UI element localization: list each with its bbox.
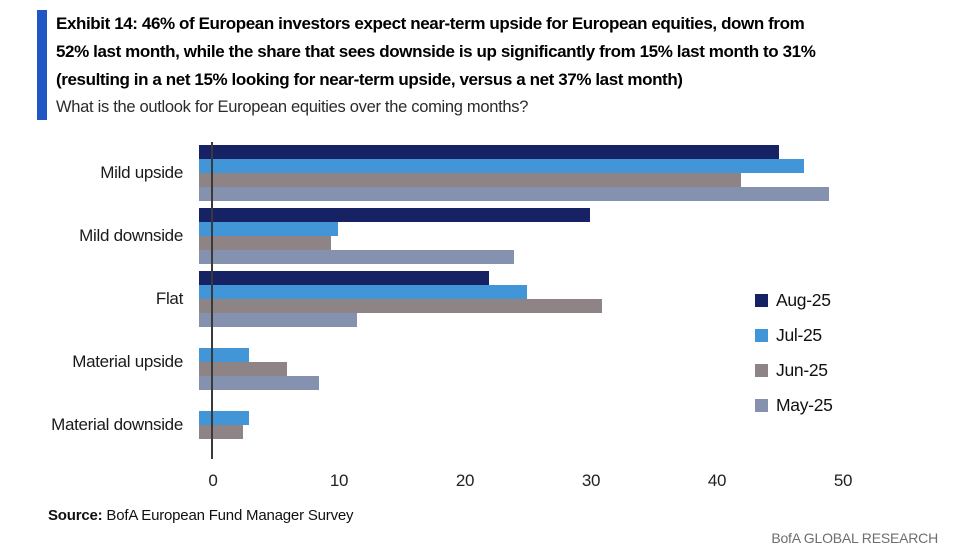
brand-credit: BofA GLOBAL RESEARCH xyxy=(771,530,938,546)
bar-aug-25-mild-downside xyxy=(199,208,590,222)
x-tick-20: 20 xyxy=(455,471,475,490)
bar-jun-25-material-upside xyxy=(199,362,288,376)
legend-label-aug-25: Aug-25 xyxy=(776,290,831,310)
bar-jul-25-mild-upside xyxy=(199,159,804,173)
legend-swatch-aug-25 xyxy=(755,294,768,307)
bar-may-25-mild-downside xyxy=(199,250,514,264)
source-line: Source: BofA European Fund Manager Surve… xyxy=(48,507,354,524)
bar-group-mild-upside xyxy=(199,145,829,201)
category-label-material-upside: Material upside xyxy=(72,352,183,371)
legend-item-may-25: May-25 xyxy=(755,395,833,416)
x-tick-50: 50 xyxy=(833,471,853,490)
legend-item-jun-25: Jun-25 xyxy=(755,360,833,381)
exhibit-title-line-2: 52% last month, while the share that see… xyxy=(56,42,816,61)
exhibit-title-line-1: Exhibit 14: 46% of European investors ex… xyxy=(56,14,805,33)
bar-aug-25-flat xyxy=(199,271,489,285)
x-tick-10: 10 xyxy=(329,471,349,490)
bar-rows: Mild upside Mild downside Flat Material ups… xyxy=(15,145,935,453)
accent-bar xyxy=(37,10,47,120)
category-label-mild-upside: Mild upside xyxy=(100,163,183,182)
legend-swatch-may-25 xyxy=(755,399,768,412)
legend-label-may-25: May-25 xyxy=(776,395,833,415)
category-label-flat: Flat xyxy=(155,289,183,308)
bar-jul-25-material-downside xyxy=(199,411,250,425)
legend-label-jun-25: Jun-25 xyxy=(776,360,828,380)
category-row-flat: Flat xyxy=(15,271,935,327)
bar-jun-25-flat xyxy=(199,299,603,313)
category-label-material-downside: Material downside xyxy=(51,415,183,434)
bar-group-material-downside xyxy=(199,397,829,453)
bar-group-material-upside xyxy=(199,334,829,390)
x-tick-40: 40 xyxy=(707,471,727,490)
chart-legend: Aug-25 Jul-25 Jun-25 May-25 xyxy=(755,290,833,430)
bar-jun-25-mild-upside xyxy=(199,173,741,187)
bar-group-mild-downside xyxy=(199,208,829,264)
bar-may-25-flat xyxy=(199,313,357,327)
bar-aug-25-mild-upside xyxy=(199,145,779,159)
chart-question-subtitle: What is the outlook for European equitie… xyxy=(56,98,529,116)
title-block: Exhibit 14: 46% of European investors ex… xyxy=(56,10,954,120)
bar-jun-25-material-downside xyxy=(199,425,244,439)
bar-jul-25-mild-downside xyxy=(199,222,338,236)
outlook-bar-chart: Mild upside Mild downside Flat Material ups… xyxy=(15,142,935,493)
bar-may-25-material-upside xyxy=(199,376,319,390)
plot-area: Mild upside Mild downside Flat Material ups… xyxy=(15,142,935,459)
legend-swatch-jun-25 xyxy=(755,364,768,377)
exhibit-title-line-3: (resulting in a net 15% looking for near… xyxy=(56,70,683,89)
bar-jun-25-mild-downside xyxy=(199,236,332,250)
legend-item-aug-25: Aug-25 xyxy=(755,290,833,311)
source-label: Source: xyxy=(48,507,103,524)
x-tick-0: 0 xyxy=(208,471,218,490)
x-tick-30: 30 xyxy=(581,471,601,490)
legend-swatch-jul-25 xyxy=(755,329,768,342)
bar-may-25-mild-upside xyxy=(199,187,829,201)
category-label-mild-downside: Mild downside xyxy=(79,226,183,245)
bar-jul-25-flat xyxy=(199,285,527,299)
x-axis: 0 10 20 30 40 50 xyxy=(208,471,852,493)
bar-group-flat xyxy=(199,271,829,327)
category-row-material-upside: Material upside xyxy=(15,334,935,390)
category-row-mild-downside: Mild downside xyxy=(15,208,935,264)
exhibit-header: Exhibit 14: 46% of European investors ex… xyxy=(37,10,954,120)
y-axis-line xyxy=(211,142,213,459)
category-row-mild-upside: Mild upside xyxy=(15,145,935,201)
source-text: BofA European Fund Manager Survey xyxy=(102,507,354,524)
bar-jul-25-material-upside xyxy=(199,348,250,362)
legend-label-jul-25: Jul-25 xyxy=(776,325,822,345)
legend-item-jul-25: Jul-25 xyxy=(755,325,833,346)
